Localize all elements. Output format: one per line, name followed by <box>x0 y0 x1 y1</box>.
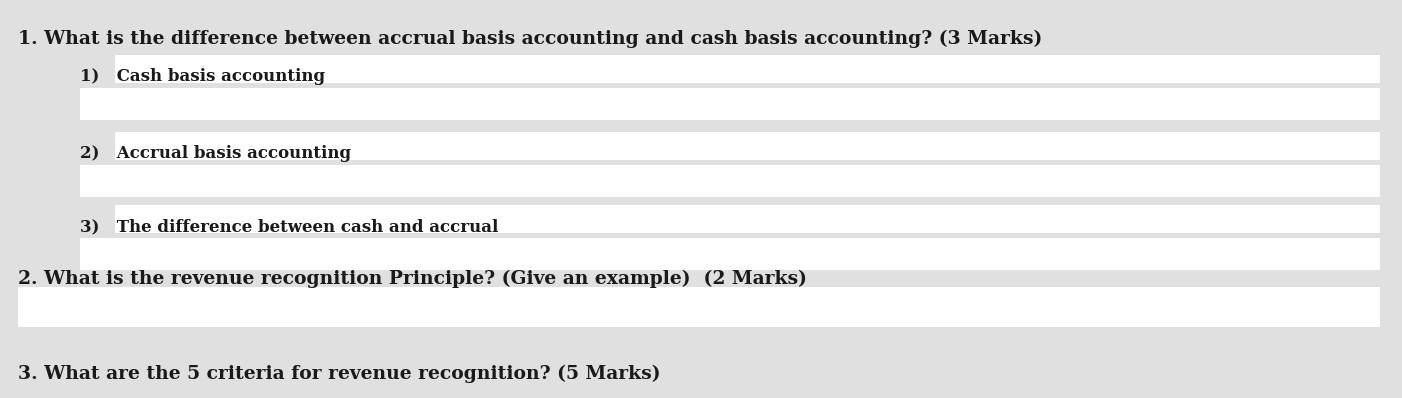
Text: 3. What are the 5 criteria for revenue recognition? (5 Marks): 3. What are the 5 criteria for revenue r… <box>18 365 660 383</box>
Bar <box>115 55 1380 83</box>
Bar <box>115 132 1380 160</box>
Text: 2. What is the revenue recognition Principle? (Give an example)  (2 Marks): 2. What is the revenue recognition Princ… <box>18 270 808 288</box>
Bar <box>80 238 1380 270</box>
Bar <box>80 88 1380 120</box>
Text: 1. What is the difference between accrual basis accounting and cash basis accoun: 1. What is the difference between accrua… <box>18 30 1042 48</box>
Text: 1)   Cash basis accounting: 1) Cash basis accounting <box>80 68 325 85</box>
Bar <box>80 165 1380 197</box>
Text: 3)   The difference between cash and accrual: 3) The difference between cash and accru… <box>80 218 498 235</box>
Bar <box>115 205 1380 233</box>
Bar <box>18 287 1380 327</box>
Text: 2)   Accrual basis accounting: 2) Accrual basis accounting <box>80 145 350 162</box>
